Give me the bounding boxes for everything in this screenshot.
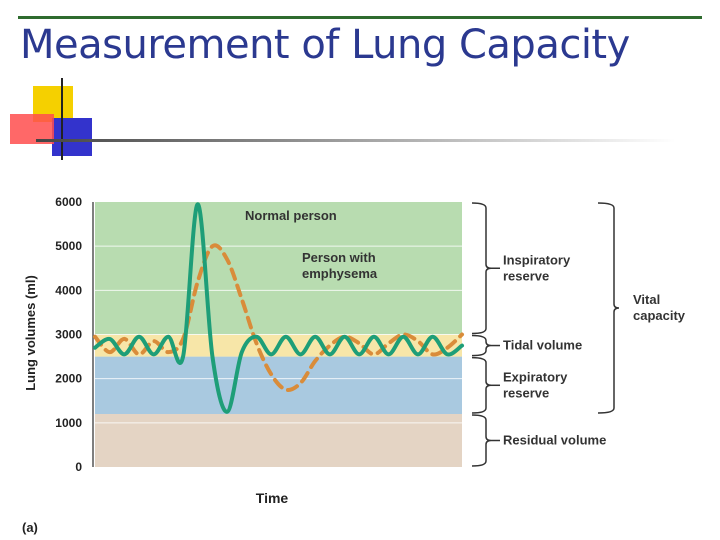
annotation-emphysema: Person with emphysema bbox=[302, 250, 378, 281]
band-residual-volume bbox=[95, 414, 462, 467]
y-tick-label: 5000 bbox=[55, 239, 82, 253]
bracket-label-tidal-volume: Tidal volume bbox=[503, 338, 582, 353]
bracket-label-expiratory-reserve: Expiratory reserve bbox=[503, 369, 568, 400]
title-rule bbox=[18, 16, 702, 19]
series-line-normal-person bbox=[93, 202, 464, 414]
bracket-label-residual-volume: Residual volume bbox=[503, 433, 606, 448]
y-axis-label: Lung volumes (ml) bbox=[23, 275, 38, 391]
bracket-label-inspiratory-reserve: Inspiratory reserve bbox=[503, 252, 571, 283]
panel-label: (a) bbox=[22, 520, 38, 535]
lung-capacity-chart: 0 1000 2000 3000 4000 5000 6000 Lung volumes (… bbox=[22, 195, 686, 535]
gridlines bbox=[95, 245, 462, 424]
deco-horizontal-rule bbox=[36, 139, 676, 142]
x-axis-label: Time bbox=[256, 490, 289, 506]
decorative-squares bbox=[10, 78, 676, 160]
bracket-inspiratory-reserve bbox=[471, 202, 492, 335]
y-tick-labels: 0 1000 2000 3000 4000 5000 6000 bbox=[55, 195, 82, 474]
series-lines bbox=[93, 202, 464, 414]
y-tick-label: 6000 bbox=[55, 195, 82, 209]
blue-square bbox=[52, 118, 92, 156]
annotation-normal-person: Normal person bbox=[245, 208, 337, 223]
y-tick-label: 0 bbox=[75, 460, 82, 474]
y-tick-label: 3000 bbox=[55, 328, 82, 342]
bracket-label-vital-capacity: Vital capacity bbox=[633, 292, 686, 323]
band-inspiratory-reserve bbox=[95, 202, 462, 335]
volume-brackets: Inspiratory reserve Tidal volume Expiratory… bbox=[471, 202, 686, 467]
bracket-vital-capacity bbox=[597, 202, 620, 414]
bracket-tidal-volume bbox=[471, 334, 492, 357]
y-tick-label: 2000 bbox=[55, 372, 82, 386]
series-line-emphysema bbox=[93, 243, 464, 393]
y-tick-label: 1000 bbox=[55, 416, 82, 430]
slide-title: Measurement of Lung Capacity bbox=[20, 22, 630, 68]
y-tick-label: 4000 bbox=[55, 283, 82, 297]
bracket-residual-volume bbox=[471, 414, 492, 467]
bracket-expiratory-reserve bbox=[471, 356, 492, 414]
